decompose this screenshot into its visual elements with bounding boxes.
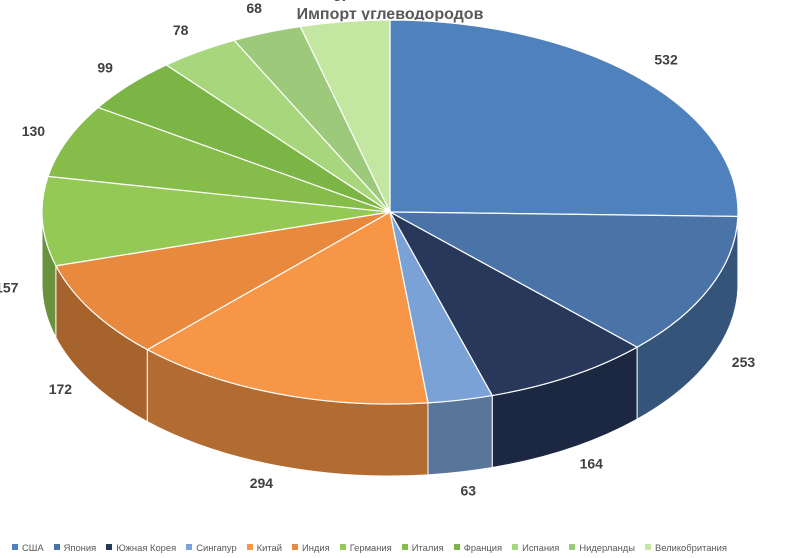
legend-label-7: Италия	[411, 541, 444, 553]
legend-label-11: Великобритания	[654, 541, 727, 553]
pie-slice-7[interactable]	[47, 106, 391, 213]
data-label-0: 532	[654, 52, 678, 68]
pie-slice-1[interactable]	[389, 211, 739, 348]
data-label-3: 63	[461, 482, 477, 498]
legend-swatch-1	[53, 544, 60, 550]
legend-item-7: Италия	[401, 541, 444, 553]
data-label-5: 172	[49, 381, 73, 397]
legend-swatch-5	[292, 544, 299, 550]
legend-item-4: Китай	[246, 541, 283, 553]
data-label-7: 130	[22, 123, 46, 139]
legend-swatch-10	[569, 544, 576, 550]
pie-chart: 532 253 164 63 294 172 157 130 99 78 68 87	[0, 0, 755, 498]
legend-label-3: Сингапур	[196, 541, 237, 553]
data-label-4: 294	[250, 475, 274, 491]
data-label-1: 253	[732, 354, 756, 370]
legend-swatch-4	[246, 544, 253, 550]
legend: США Япония Южная Корея Сингапур Китай Индия Ге…	[12, 540, 792, 554]
legend-label-5: Индия	[302, 541, 330, 553]
legend-item-9: Испания	[512, 542, 559, 553]
legend-label-1: Япония	[63, 541, 97, 553]
legend-swatch-11	[644, 544, 651, 550]
data-label-2: 164	[580, 455, 604, 471]
legend-label-2: Южная Корея	[116, 541, 177, 553]
pie-slice-5[interactable]	[55, 211, 391, 351]
legend-label-8: Франция	[463, 541, 503, 553]
legend-item-6: Германия	[339, 541, 392, 553]
legend-item-5: Индия	[292, 542, 330, 553]
legend-swatch-0	[12, 544, 18, 550]
pie-side-3	[427, 394, 493, 476]
data-label-9: 78	[173, 22, 189, 38]
legend-item-11: Великобритания	[644, 541, 727, 553]
legend-swatch-9	[512, 544, 519, 550]
data-label-6: 157	[0, 279, 19, 295]
data-label-10: 68	[246, 0, 262, 16]
pie-labels: 532 253 164 63 294 172 157 130 99 78 68 87	[0, 0, 755, 498]
pie-slice-11[interactable]	[299, 19, 391, 213]
pie-slice-2[interactable]	[388, 210, 639, 397]
legend-label-10: Нидерланды	[579, 541, 635, 553]
legend-item-8: Франция	[453, 541, 503, 553]
chart-title: Импорт углеводородов	[296, 6, 484, 23]
legend-swatch-6	[339, 544, 346, 550]
legend-label-9: Испания	[522, 541, 560, 553]
legend-swatch-7	[401, 544, 408, 550]
legend-item-1: Япония	[53, 541, 97, 553]
pie-slice-6[interactable]	[41, 175, 391, 267]
data-label-11: 87	[333, 0, 349, 4]
legend-item-2: Южная Корея	[106, 542, 176, 553]
legend-swatch-8	[453, 544, 460, 550]
legend-label-6: Германия	[349, 541, 392, 553]
pie-tops	[41, 19, 739, 405]
pie-slice-4[interactable]	[146, 211, 429, 405]
pie-slice-0[interactable]	[389, 19, 739, 218]
legend-item-10: Нидерланды	[569, 542, 635, 553]
legend-item-0: США	[12, 542, 44, 553]
data-label-8: 99	[97, 60, 113, 76]
legend-label-0: США	[22, 541, 44, 553]
legend-swatch-3	[186, 544, 193, 550]
legend-label-4: Китай	[256, 541, 283, 553]
legend-item-3: Сингапур	[186, 541, 237, 553]
legend-swatch-2	[106, 544, 113, 550]
